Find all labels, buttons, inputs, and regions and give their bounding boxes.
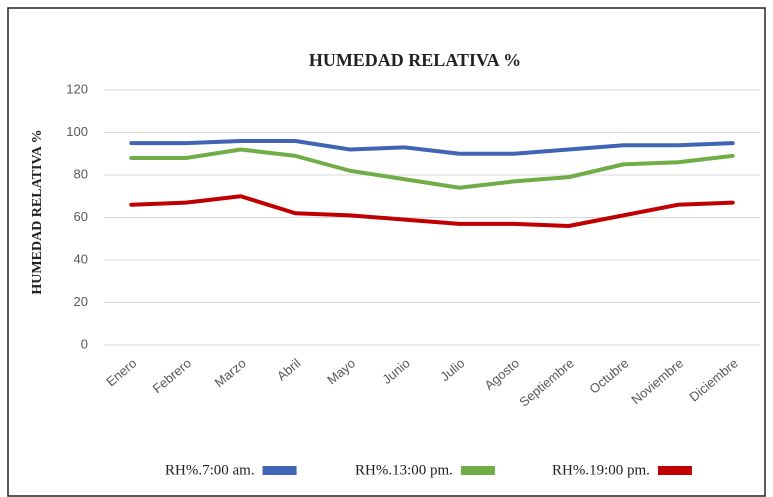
y-tick-label: 60 (74, 209, 88, 224)
data-line (129, 194, 735, 228)
legend-label: RH%.13:00 pm. (355, 462, 453, 478)
y-tick-label: 120 (66, 81, 88, 96)
y-axis-label: HUMEDAD RELATIVA % (30, 129, 45, 294)
y-tick-label: 20 (74, 294, 88, 309)
chart-border (7, 7, 766, 497)
legend-label: RH%.7:00 am. (165, 462, 255, 478)
legend-swatch (657, 466, 692, 475)
y-tick-label: 100 (66, 124, 88, 139)
y-tick-label: 40 (74, 251, 88, 266)
legend-swatch (262, 466, 297, 475)
chart-title: HUMEDAD RELATIVA % (309, 50, 521, 70)
legend-label: RH%.19:00 pm. (552, 462, 650, 478)
y-tick-label: 0 (81, 336, 88, 351)
data-line (129, 147, 735, 190)
y-tick-label: 80 (74, 166, 88, 181)
legend-swatch (460, 466, 495, 475)
data-line (129, 139, 735, 156)
